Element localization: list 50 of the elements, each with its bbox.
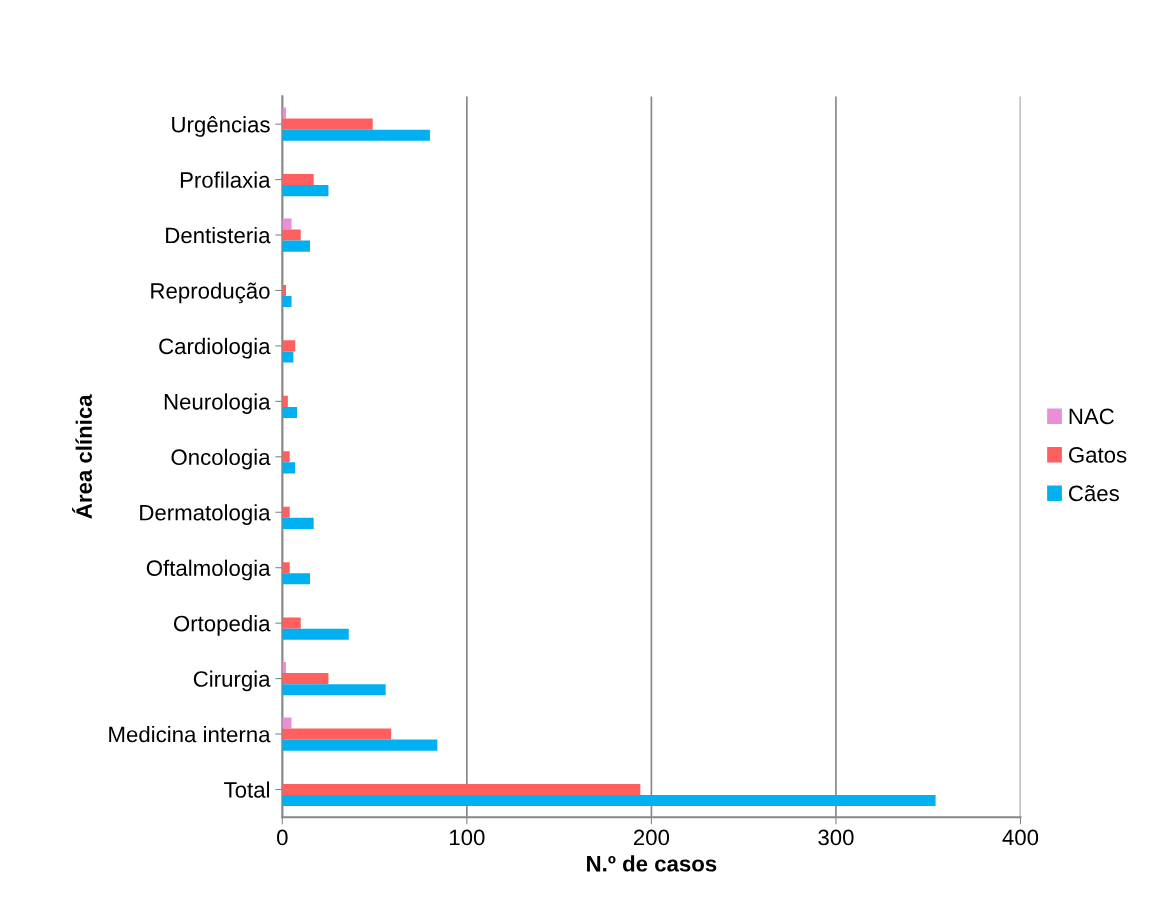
bar	[282, 617, 301, 629]
y-tick-label: Reprodução	[151, 282, 270, 304]
bar	[282, 118, 373, 130]
y-tick-label: Cirurgia	[193, 670, 271, 692]
x-tick-label: 400	[1002, 829, 1039, 846]
bar	[282, 218, 292, 230]
x-tick-label: 0	[277, 829, 288, 846]
bar	[282, 229, 301, 241]
bar	[282, 562, 290, 574]
y-tick-label: Dentisteria	[166, 226, 271, 244]
bar	[282, 395, 288, 407]
y-tick-label: Profilaxia	[180, 171, 271, 188]
legend-label: NAC	[1069, 408, 1114, 425]
y-tick-label: Cardiologia	[159, 337, 271, 359]
y-tick-label: Ortopedia	[173, 615, 271, 636]
y-tick-label: Total	[224, 781, 270, 798]
x-tick-label: 200	[633, 829, 670, 846]
legend-label: Cães	[1068, 485, 1119, 502]
bar	[282, 783, 641, 796]
bar	[282, 462, 296, 474]
bar	[282, 673, 329, 685]
y-tick-label: Medicina interna	[109, 725, 271, 743]
bar	[282, 506, 290, 518]
bar	[282, 185, 329, 197]
bar	[282, 717, 292, 729]
y-tick-label: Dermatologia	[140, 504, 271, 525]
y-axis-title: Área clínica	[72, 394, 92, 519]
bar	[282, 739, 438, 751]
bar	[282, 517, 314, 529]
y-tick-label: Urgências	[172, 116, 270, 137]
y-tick-label: Oftalmologia	[146, 559, 271, 581]
bar	[282, 795, 936, 807]
bar	[282, 174, 314, 186]
bar	[282, 351, 294, 363]
bar	[282, 684, 386, 696]
bar	[282, 628, 349, 640]
y-tick-label: Neurologia	[164, 393, 271, 415]
bar	[282, 451, 290, 463]
y-tick-label: Oncologia	[171, 448, 271, 470]
x-tick-label: 300	[818, 829, 854, 846]
legend-label: Gatos	[1068, 447, 1127, 463]
bar	[282, 728, 392, 740]
bar	[282, 296, 292, 308]
x-axis-title: N.º de casos	[587, 855, 717, 872]
bar	[282, 340, 296, 352]
bar	[282, 406, 298, 418]
bar	[282, 129, 430, 141]
bar	[282, 240, 310, 252]
x-tick-label: 100	[450, 829, 485, 846]
bar	[282, 573, 310, 585]
